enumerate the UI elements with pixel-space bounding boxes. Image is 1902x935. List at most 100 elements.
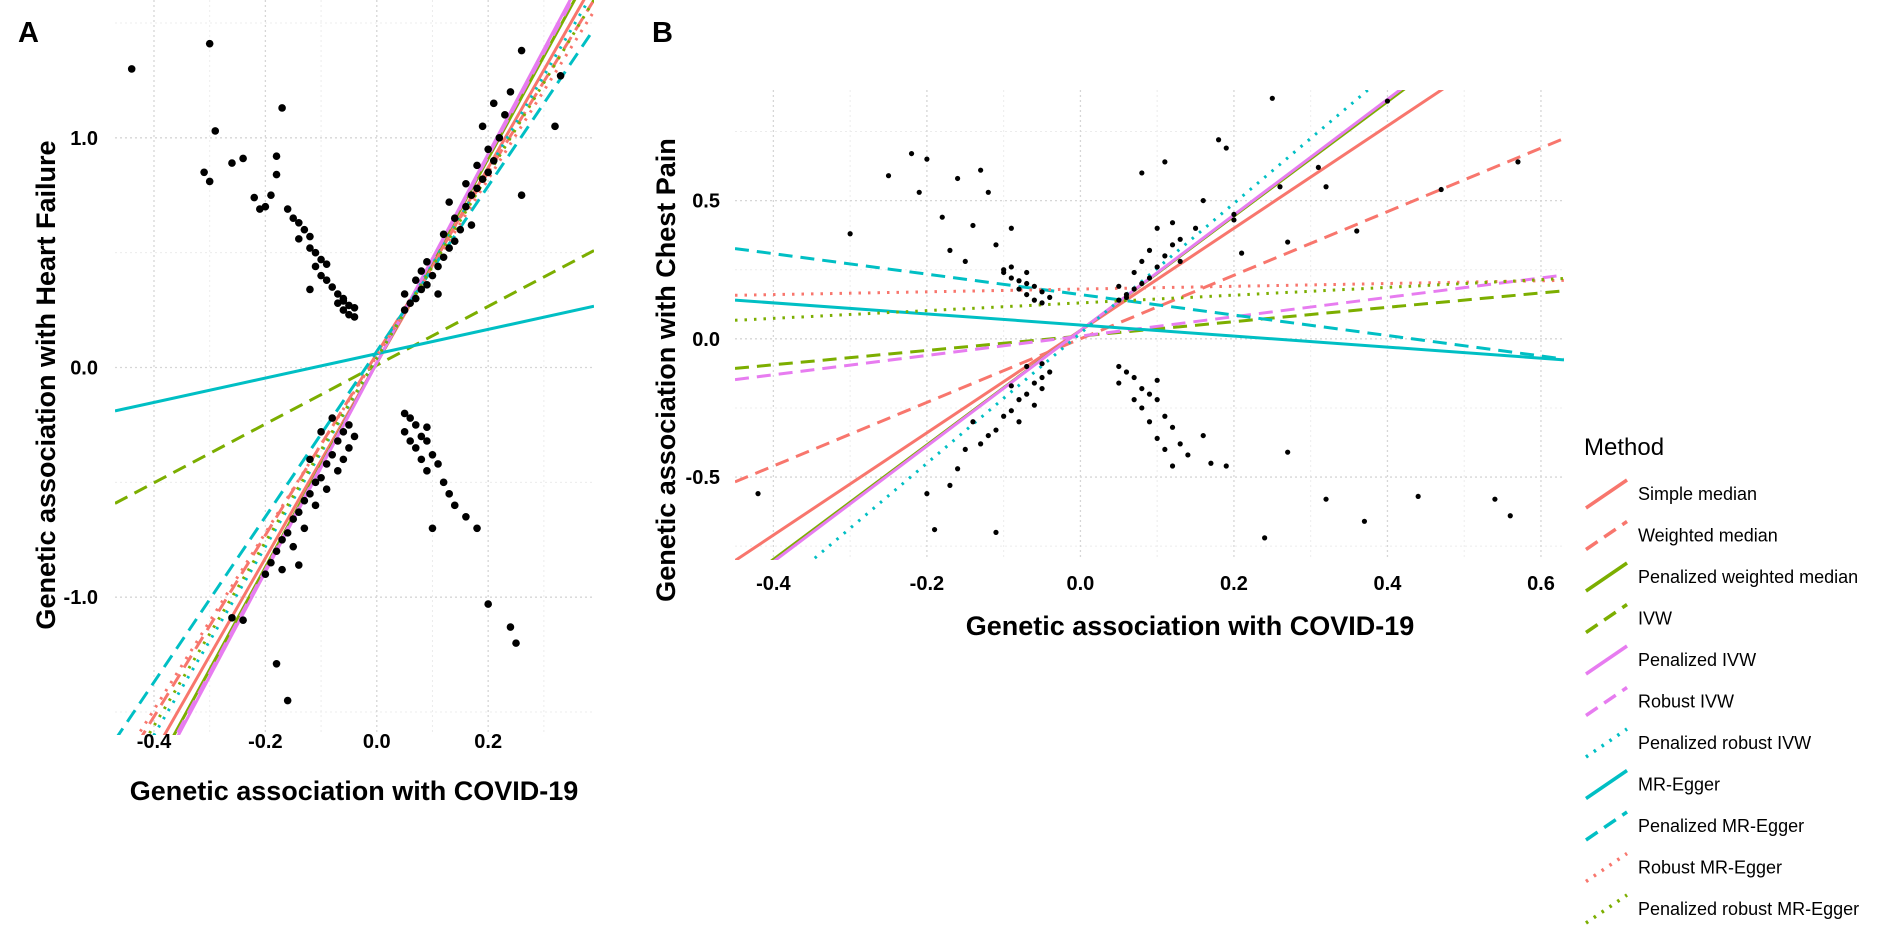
data-point bbox=[1039, 300, 1045, 306]
data-point bbox=[423, 423, 431, 432]
legend-label: Weighted median bbox=[1638, 526, 1778, 546]
data-point bbox=[1285, 239, 1291, 245]
data-point bbox=[1008, 383, 1014, 389]
data-point bbox=[423, 281, 431, 289]
data-point bbox=[1154, 435, 1160, 441]
data-point bbox=[955, 466, 961, 472]
data-point bbox=[1139, 385, 1145, 392]
x-tick-label: 0.0 bbox=[1067, 573, 1095, 595]
data-point bbox=[278, 565, 286, 574]
legend-key bbox=[1585, 686, 1628, 717]
data-point bbox=[993, 242, 999, 248]
data-point bbox=[350, 313, 359, 321]
data-point bbox=[306, 490, 314, 498]
data-point bbox=[333, 290, 342, 298]
data-point bbox=[428, 271, 437, 280]
data-point bbox=[261, 202, 270, 211]
data-point bbox=[289, 542, 298, 551]
data-point bbox=[931, 526, 938, 533]
data-point bbox=[1169, 463, 1176, 469]
data-point bbox=[1384, 98, 1391, 104]
data-point bbox=[1154, 397, 1160, 403]
x-tick-label: 0.2 bbox=[1220, 573, 1248, 595]
data-point bbox=[947, 247, 953, 253]
data-point bbox=[339, 297, 348, 305]
panel-a-points bbox=[127, 39, 565, 705]
data-point bbox=[200, 168, 208, 177]
data-point bbox=[755, 491, 761, 497]
data-point bbox=[1146, 391, 1153, 397]
data-point bbox=[328, 414, 337, 422]
data-point bbox=[1039, 374, 1045, 381]
data-point bbox=[345, 444, 353, 452]
data-point bbox=[423, 258, 431, 266]
data-point bbox=[885, 173, 892, 179]
y-tick-label: 0.0 bbox=[692, 329, 720, 351]
legend-label: Penalized IVW bbox=[1638, 650, 1756, 670]
data-point bbox=[434, 290, 442, 298]
data-point bbox=[947, 482, 953, 488]
data-point bbox=[1231, 217, 1237, 223]
fit-line-simple-median bbox=[162, 0, 586, 735]
data-point bbox=[322, 485, 331, 494]
data-point bbox=[1139, 170, 1145, 176]
data-point bbox=[1031, 380, 1037, 386]
data-point bbox=[317, 473, 325, 482]
data-point bbox=[1415, 493, 1421, 500]
panel-a-tick-labels: -0.4 -0.2 0.0 0.2 -1.0 0.0 1.0 bbox=[64, 128, 503, 753]
data-point bbox=[1162, 159, 1168, 165]
data-point bbox=[1354, 228, 1360, 234]
data-point bbox=[1139, 405, 1145, 411]
data-point bbox=[473, 161, 481, 170]
data-point bbox=[445, 198, 453, 206]
data-point bbox=[1223, 463, 1229, 469]
data-point bbox=[317, 271, 325, 280]
x-tick-label: 0.6 bbox=[1527, 573, 1555, 595]
data-point bbox=[939, 214, 945, 220]
data-point bbox=[462, 202, 470, 211]
data-point bbox=[1016, 278, 1022, 284]
data-point bbox=[1039, 289, 1045, 295]
data-point bbox=[450, 237, 459, 245]
data-point bbox=[1239, 250, 1245, 256]
data-point bbox=[239, 154, 247, 163]
legend-label: Simple median bbox=[1638, 484, 1757, 504]
x-tick-label: 0.2 bbox=[474, 731, 502, 753]
data-point bbox=[339, 306, 348, 314]
panel-b-fit-lines bbox=[735, 90, 1564, 560]
legend-key bbox=[1585, 603, 1628, 634]
data-point bbox=[322, 460, 331, 468]
data-point bbox=[1438, 186, 1444, 193]
data-point bbox=[484, 145, 492, 154]
data-point bbox=[1515, 159, 1521, 165]
data-point bbox=[1492, 496, 1498, 502]
data-point bbox=[1169, 220, 1176, 226]
data-point bbox=[1116, 380, 1122, 386]
data-point bbox=[1001, 269, 1007, 276]
data-point bbox=[417, 267, 426, 275]
data-point bbox=[1008, 225, 1014, 231]
panel-a-y-axis-title: Genetic association with Heart Failure bbox=[31, 140, 61, 629]
data-point bbox=[1231, 211, 1237, 218]
data-point bbox=[350, 303, 359, 312]
panel-b-plot: -0.4 -0.2 0.0 0.2 0.4 0.6 -0.5 0.0 0.5 Genetic a… bbox=[651, 90, 1564, 641]
legend-item-robust-mr-egger: Robust MR-Egger bbox=[1585, 852, 1782, 883]
data-point bbox=[1008, 408, 1014, 414]
data-point bbox=[272, 547, 281, 556]
data-point bbox=[445, 490, 453, 498]
legend-key bbox=[1585, 644, 1628, 676]
data-point bbox=[1024, 269, 1030, 276]
data-point bbox=[970, 419, 976, 425]
legend-item-robust-ivw: Robust IVW bbox=[1585, 686, 1734, 717]
data-point bbox=[423, 467, 431, 475]
x-tick-label: -0.4 bbox=[756, 573, 791, 595]
legend-item-penalized-ivw: Penalized IVW bbox=[1585, 644, 1756, 676]
data-point bbox=[1031, 402, 1037, 408]
legend-title: Method bbox=[1584, 434, 1664, 461]
panel-b-x-axis-title: Genetic association with COVID-19 bbox=[966, 611, 1415, 641]
data-point bbox=[1315, 164, 1321, 171]
data-point bbox=[1154, 264, 1160, 270]
legend-key bbox=[1585, 478, 1628, 510]
data-point bbox=[350, 432, 359, 441]
legend-label: Penalized robust IVW bbox=[1638, 733, 1811, 753]
